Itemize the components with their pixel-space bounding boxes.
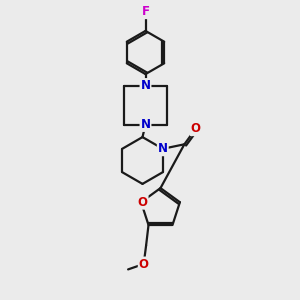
Text: O: O xyxy=(139,257,149,271)
Text: O: O xyxy=(138,196,148,209)
Text: F: F xyxy=(142,5,149,18)
Text: N: N xyxy=(158,142,168,155)
Text: N: N xyxy=(140,79,151,92)
Text: N: N xyxy=(140,118,151,131)
Text: O: O xyxy=(191,122,201,135)
